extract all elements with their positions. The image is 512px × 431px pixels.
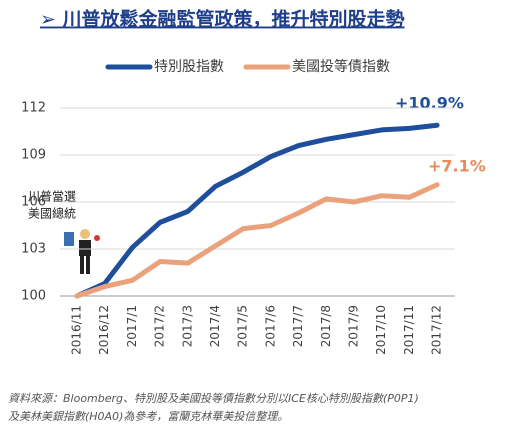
x-tick-label: 2017/5 (236, 305, 250, 347)
y-tick-label: 112 (21, 101, 46, 116)
annotation: 美國總統 (28, 206, 76, 221)
y-tick-label: 103 (21, 242, 46, 257)
x-tick-label: 2017/4 (208, 305, 222, 347)
series-line (74, 182, 440, 299)
legend-label: 美國投等債指數 (292, 58, 390, 75)
y-tick-label: 106 (21, 195, 46, 210)
trump-icon (64, 229, 100, 274)
chart-title: ➢ 川普放鬆金融監管政策，推升特別股走勢 (40, 8, 405, 31)
x-tick-label: 2017/3 (180, 305, 194, 347)
x-tick-label: 2017/1 (125, 305, 139, 347)
x-tick-label: 2016/11 (70, 305, 84, 355)
x-tick-label: 2017/8 (319, 305, 333, 347)
x-tick-label: 2016/12 (97, 305, 111, 355)
series-line (74, 122, 440, 299)
x-tick-label: 2017/2 (153, 305, 167, 347)
x-tick-label: 2017/6 (263, 305, 277, 347)
x-tick-label: 2017/10 (374, 305, 388, 355)
source-note: 及美林美銀指數(H0A0)為參考，富蘭克林華美投信整理。 (8, 410, 288, 423)
y-tick-label: 109 (21, 148, 46, 163)
x-tick-label: 2017/9 (347, 305, 361, 347)
legend-label: 特別股指數 (154, 59, 224, 75)
annotation: +7.1% (428, 157, 486, 176)
x-tick-label: 2017/12 (430, 305, 444, 355)
y-tick-label: 100 (21, 289, 46, 304)
x-tick-label: 2017/11 (402, 305, 416, 355)
annotation: +10.9% (395, 94, 464, 113)
source-note: 資料來源：Bloomberg、特別股及美國投等債指數分別以ICE核心特別股指數(… (8, 392, 419, 405)
x-tick-label: 2017/7 (291, 305, 305, 347)
annotation: 川普當選 (28, 190, 76, 204)
